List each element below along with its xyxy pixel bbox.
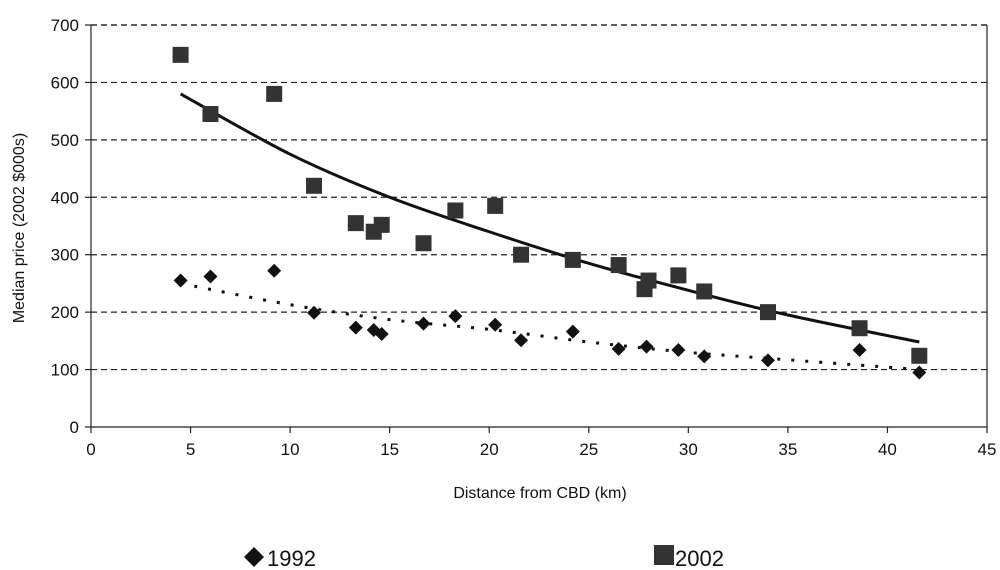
point-2002-3: [306, 177, 323, 194]
point-2002-9: [487, 197, 504, 214]
y-tick-label-0: 0: [70, 418, 79, 437]
point-1992-15: [697, 349, 712, 364]
point-1992-4: [348, 320, 363, 335]
x-tick-label-25: 25: [579, 440, 598, 459]
point-1992-18: [912, 365, 927, 380]
point-2002-6: [373, 216, 390, 233]
data-points: [172, 46, 928, 380]
y-tick-label-500: 500: [51, 131, 79, 150]
x-tick-label-10: 10: [281, 440, 300, 459]
trendline-1992: [180, 281, 920, 372]
legend-label-2002: 2002: [675, 546, 724, 570]
legend: 1992 2002: [244, 545, 724, 570]
x-tick-label-35: 35: [778, 440, 797, 459]
legend-marker-2002: [654, 545, 674, 565]
point-1992-10: [514, 333, 529, 348]
y-tick-label-600: 600: [51, 73, 79, 92]
legend-label-1992: 1992: [267, 546, 316, 570]
tick-labels: 0 100 200 300 400 500 600 700 0 5 10 15 20 25 30 35 40 45: [51, 16, 997, 459]
y-axis-title: Median price (2002 $000s): [11, 133, 28, 323]
y-tick-label-700: 700: [51, 16, 79, 35]
y-tick-label-200: 200: [51, 303, 79, 322]
grid-lines: [91, 24, 987, 371]
point-1992-7: [416, 316, 431, 331]
axes: [85, 24, 988, 433]
point-2002-12: [610, 257, 627, 274]
point-1992-6: [374, 326, 389, 341]
point-2002-19: [911, 347, 928, 364]
point-2002-7: [415, 235, 432, 252]
point-2002-8: [447, 202, 464, 219]
point-1992-17: [852, 343, 867, 358]
point-2002-1: [202, 106, 219, 123]
x-tick-label-45: 45: [978, 440, 997, 459]
point-1992-3: [307, 305, 322, 320]
point-1992-11: [565, 324, 580, 339]
point-1992-2: [267, 263, 282, 278]
point-1992-12: [611, 341, 626, 356]
point-1992-13: [639, 339, 654, 354]
x-tick-label-40: 40: [878, 440, 897, 459]
legend-marker-1992: [244, 547, 264, 567]
x-tick-label-15: 15: [380, 440, 399, 459]
point-2002-11: [564, 251, 581, 268]
point-2002-15: [670, 267, 687, 284]
point-1992-0: [173, 273, 188, 288]
x-tick-label-0: 0: [86, 440, 95, 459]
point-1992-1: [203, 269, 218, 284]
point-1992-16: [760, 353, 775, 368]
point-2002-4: [347, 215, 364, 232]
x-axis-title: Distance from CBD (km): [453, 485, 626, 502]
point-2002-10: [513, 246, 530, 263]
point-1992-9: [488, 317, 503, 332]
point-2002-17: [759, 304, 776, 321]
trendlines: [179, 92, 920, 372]
point-2002-0: [172, 46, 189, 63]
x-tick-label-5: 5: [186, 440, 195, 459]
x-tick-label-30: 30: [679, 440, 698, 459]
point-2002-14: [640, 272, 657, 289]
point-1992-8: [448, 309, 463, 324]
y-tick-label-100: 100: [51, 361, 79, 380]
point-1992-14: [671, 343, 686, 358]
point-2002-2: [266, 85, 283, 102]
trendline-2002: [179, 92, 920, 344]
y-tick-label-300: 300: [51, 246, 79, 265]
x-tick-label-20: 20: [480, 440, 499, 459]
point-2002-18: [851, 320, 868, 337]
point-2002-16: [696, 283, 713, 300]
y-tick-label-400: 400: [51, 188, 79, 207]
